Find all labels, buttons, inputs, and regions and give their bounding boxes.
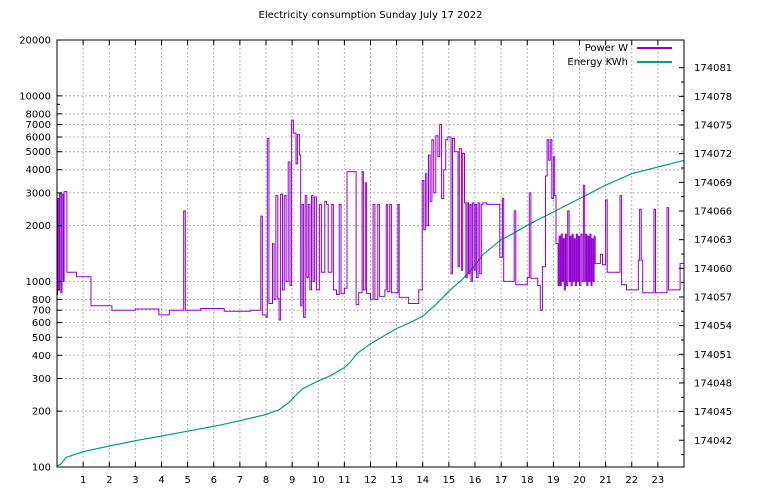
x-tick-label: 14: [416, 475, 429, 486]
y-left-tick-label: 20000: [19, 36, 51, 47]
legend-row-energy: Energy KWh: [470, 55, 672, 69]
legend-line-sample-energy: [637, 61, 672, 63]
axis-labels: 1 2 3 4 5 6 7 8 9 10 11 12 13 14 15 16 17 18 19 20 21 22 23100…: [19, 36, 732, 487]
y-left-tick-label: 2000: [26, 221, 51, 232]
y-left-tick-label: 10000: [19, 91, 51, 102]
y-right-tick-label: 174066: [694, 206, 732, 217]
y-left-tick-label: 500: [32, 333, 51, 344]
y-left-tick-label: 6000: [26, 133, 51, 144]
legend-line-sample-power: [637, 47, 672, 49]
y-left-tick-label: 700: [32, 306, 51, 317]
x-tick-label: 12: [364, 475, 377, 486]
x-tick-label: 21: [599, 475, 612, 486]
legend-label-power: Power W: [584, 42, 628, 54]
y-right-tick-label: 174069: [694, 178, 732, 189]
y-left-tick-label: 3000: [26, 188, 51, 199]
x-tick-label: 16: [469, 475, 482, 486]
y-right-tick-label: 174063: [694, 235, 732, 246]
y-right-tick-label: 174078: [694, 92, 732, 103]
x-tick-label: 11: [338, 475, 351, 486]
x-tick-label: 18: [521, 475, 534, 486]
y-right-tick-label: 174075: [694, 121, 732, 132]
x-tick-label: 9: [289, 475, 295, 486]
x-tick-label: 1: [80, 475, 86, 486]
x-tick-label: 13: [390, 475, 403, 486]
x-tick-label: 2: [106, 475, 112, 486]
x-tick-label: 22: [625, 475, 638, 486]
power-series: [57, 119, 684, 321]
x-tick-label: 6: [211, 475, 217, 486]
x-tick-label: 23: [652, 475, 665, 486]
y-right-tick-label: 174057: [694, 292, 732, 303]
y-right-tick-label: 174072: [694, 149, 732, 160]
axis-ticks: [57, 39, 684, 468]
x-tick-label: 19: [547, 475, 560, 486]
y-right-tick-label: 174060: [694, 264, 732, 275]
legend-label-energy: Energy KWh: [567, 56, 628, 68]
legend-row-power: Power W: [470, 41, 672, 55]
x-tick-label: 5: [184, 475, 190, 486]
y-left-tick-label: 200: [32, 407, 51, 418]
y-left-tick-label: 7000: [26, 120, 51, 131]
y-left-tick-label: 4000: [26, 165, 51, 176]
x-tick-label: 20: [573, 475, 586, 486]
y-left-tick-label: 400: [32, 351, 51, 362]
y-right-tick-label: 174048: [694, 378, 732, 389]
y-left-tick-label: 5000: [26, 147, 51, 158]
y-left-tick-label: 300: [32, 374, 51, 385]
y-right-tick-label: 174042: [694, 436, 732, 447]
x-tick-label: 10: [312, 475, 325, 486]
energy-series: [56, 159, 685, 467]
y-left-tick-label: 800: [32, 295, 51, 306]
y-left-tick-label: 600: [32, 318, 51, 329]
x-tick-label: 4: [158, 475, 164, 486]
x-tick-label: 17: [495, 475, 508, 486]
y-left-tick-label: 100: [32, 463, 51, 474]
x-tick-label: 15: [443, 475, 456, 486]
y-right-tick-label: 174051: [694, 350, 732, 361]
y-right-tick-label: 174081: [694, 63, 732, 74]
chart-title: Electricity consumption Sunday July 17 2…: [258, 10, 483, 21]
legend: Power W Energy KWh: [470, 41, 672, 69]
x-tick-label: 3: [132, 475, 138, 486]
x-tick-label: 7: [237, 475, 243, 486]
y-left-tick-label: 1000: [26, 277, 51, 288]
y-left-tick-label: 8000: [26, 109, 51, 120]
y-right-tick-label: 174045: [694, 407, 732, 418]
x-tick-label: 8: [263, 475, 269, 486]
y-right-tick-label: 174054: [694, 321, 732, 332]
